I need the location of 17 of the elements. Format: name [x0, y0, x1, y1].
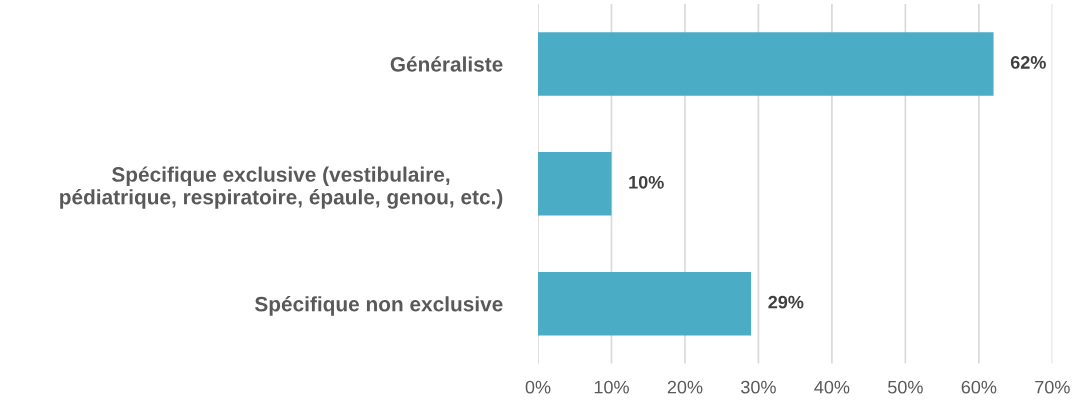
bar: [538, 32, 994, 96]
y-tick-label: Généraliste: [390, 56, 503, 72]
x-tick-label: 70%: [1035, 380, 1070, 394]
x-tick-label: 50%: [888, 380, 923, 394]
x-tick-label: 40%: [814, 380, 850, 394]
bar: [538, 152, 612, 216]
data-label: 29%: [768, 295, 804, 309]
x-tick-label: 60%: [961, 380, 997, 394]
x-tick-label: 0%: [525, 380, 551, 394]
bar: [538, 271, 752, 336]
data-label: 10%: [629, 175, 664, 189]
y-tick-label: Spécifique non exclusive: [254, 296, 503, 316]
data-label: 62%: [1010, 56, 1046, 69]
x-tick-label: 20%: [667, 380, 703, 394]
x-tick-label: 30%: [741, 380, 776, 394]
x-tick-label: 10%: [594, 380, 629, 394]
y-tick-label: Spécifique exclusive (vestibulaire, pédiatrique, respiratoire, épaule, genou, etc.): [60, 166, 503, 209]
